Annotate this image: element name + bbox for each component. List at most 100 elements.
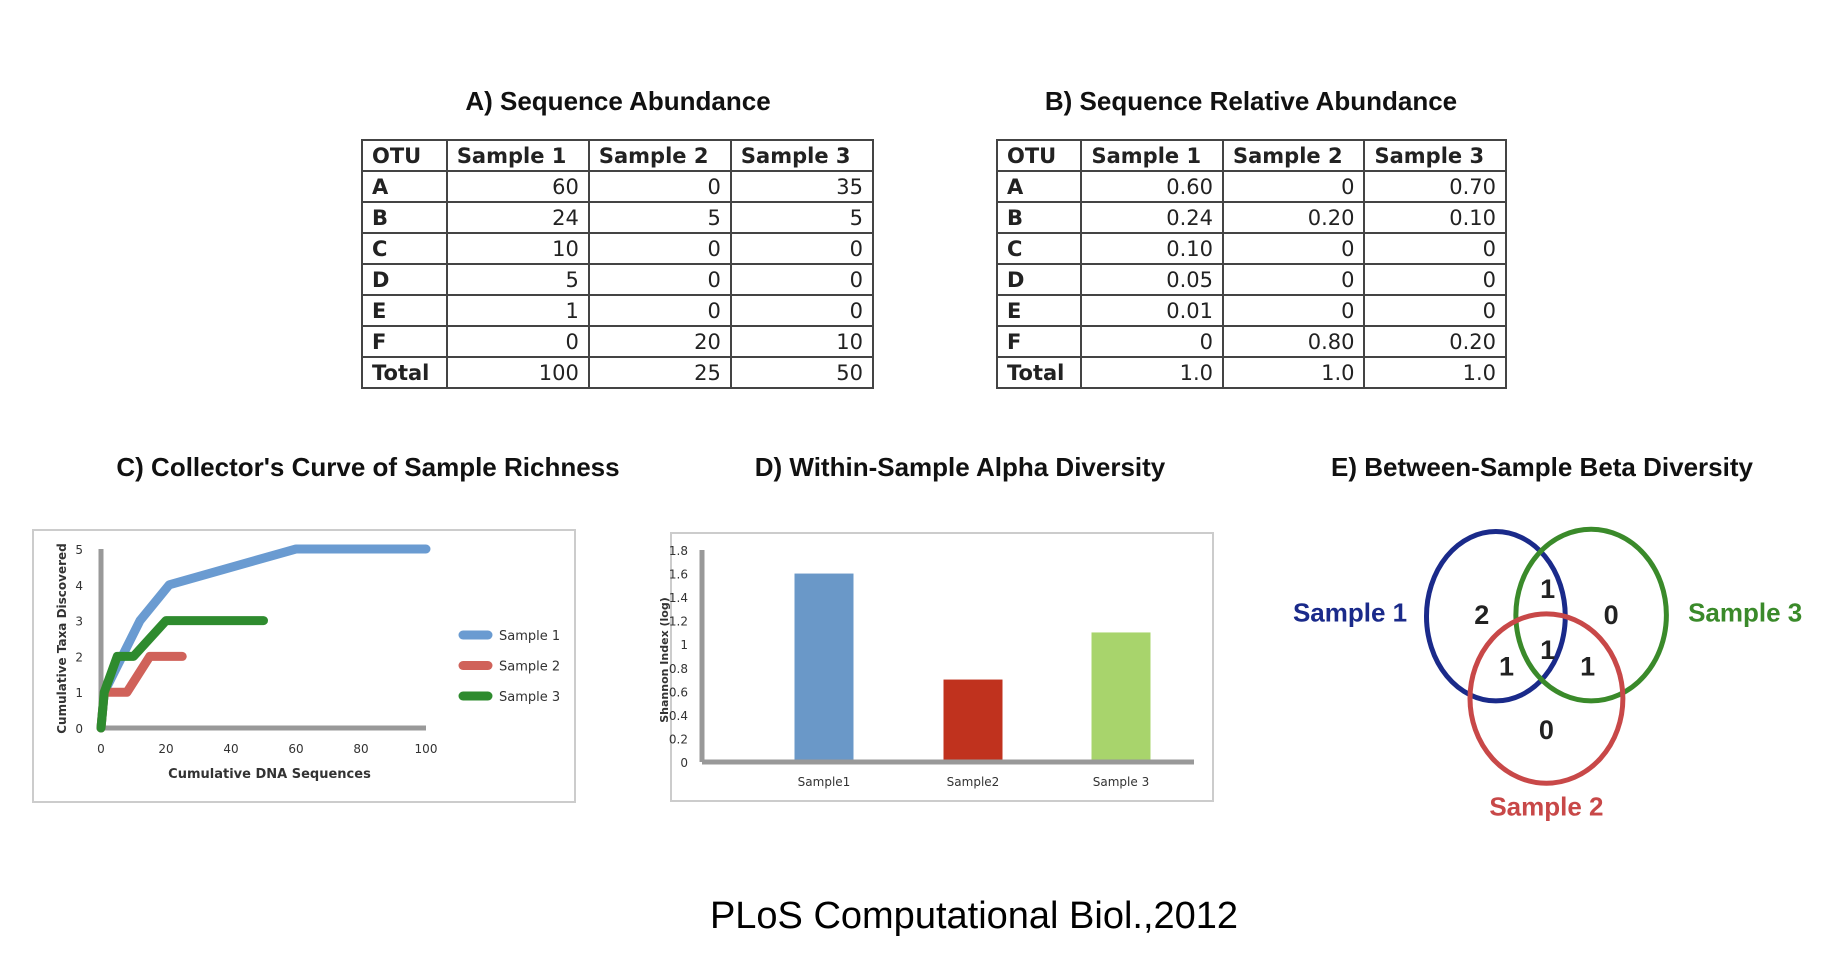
y-tick-label: 0.6 <box>669 685 688 699</box>
y-tick-label: 1 <box>680 638 688 652</box>
venn-circle-sample-3 <box>1513 526 1669 704</box>
x-tick-label: 80 <box>353 742 368 756</box>
value-cell: 0 <box>587 232 732 265</box>
bar-sample2 <box>943 679 1003 762</box>
legend-label: Sample 1 <box>499 629 560 644</box>
value-cell: 0 <box>587 263 732 296</box>
y-tick-label: 0 <box>680 756 688 770</box>
y-tick-label: 5 <box>75 543 83 557</box>
otu-cell: C <box>995 232 1083 265</box>
otu-cell: B <box>361 201 448 234</box>
venn-label: Sample 2 <box>1489 792 1603 822</box>
value-cell: 1.0 <box>1363 356 1507 389</box>
header-row: OTU Sample 1 Sample 2 Sample 3 <box>995 139 1507 172</box>
value-cell: 5 <box>587 201 732 234</box>
x-tick-label: 0 <box>97 742 105 756</box>
chart-c-title: C) Collector's Curve of Sample Richness <box>116 452 620 482</box>
table-row: E 0.01 0 0 <box>995 294 1507 327</box>
y-tick-label: 0.4 <box>669 709 688 723</box>
y-tick-label: 0 <box>75 722 83 736</box>
otu-cell: A <box>995 170 1083 203</box>
venn-label: Sample 1 <box>1293 598 1407 628</box>
value-cell: 0.20 <box>1221 201 1366 234</box>
otu-cell: E <box>995 294 1083 327</box>
table-row: B 0.24 0.20 0.10 <box>995 201 1507 234</box>
value-cell: 1 <box>445 294 590 327</box>
x-tick-label: Sample 3 <box>1093 775 1149 789</box>
legend-label: Sample 2 <box>499 660 560 675</box>
venn-count-s2-only: 0 <box>1539 715 1554 745</box>
value-cell: 0.01 <box>1080 294 1224 327</box>
y-tick-label: 1.8 <box>669 544 688 558</box>
table-row: A 60 0 35 <box>361 170 875 203</box>
value-cell: 0 <box>729 232 875 265</box>
otu-cell: Total <box>361 356 448 389</box>
value-cell: 1.0 <box>1080 356 1224 389</box>
venn-count-s1-s3: 1 <box>1540 574 1555 604</box>
otu-cell: D <box>361 263 448 296</box>
otu-cell: Total <box>995 356 1083 389</box>
chart-d-frame <box>670 532 1214 802</box>
column-header: Sample 2 <box>1221 139 1366 172</box>
x-tick-label: Sample2 <box>947 775 1000 789</box>
column-header: Sample 1 <box>1080 139 1224 172</box>
otu-cell: F <box>995 325 1083 358</box>
table-row: Total 1.0 1.0 1.0 <box>995 356 1507 389</box>
value-cell: 0.20 <box>1363 325 1507 358</box>
venn-title: E) Between-Sample Beta Diversity <box>1331 452 1753 482</box>
value-cell: 0.10 <box>1363 201 1507 234</box>
value-cell: 0 <box>1221 263 1366 296</box>
table-row: C 10 0 0 <box>361 232 875 265</box>
column-header: Sample 3 <box>729 139 875 172</box>
citation: PLoS Computational Biol.,2012 <box>709 895 1239 937</box>
value-cell: 0 <box>587 294 732 327</box>
otu-cell: C <box>361 232 448 265</box>
value-cell: 0 <box>1221 294 1366 327</box>
column-header: OTU <box>995 139 1083 172</box>
value-cell: 24 <box>445 201 590 234</box>
relative-abundance-table: OTU Sample 1 Sample 2 Sample 3 A 0.60 0 0.70 B 0.… <box>995 139 1507 389</box>
y-tick-label: 1.2 <box>669 615 688 629</box>
value-cell: 1.0 <box>1221 356 1366 389</box>
y-tick-label: 0.8 <box>669 662 688 676</box>
value-cell: 0 <box>1080 325 1224 358</box>
value-cell: 5 <box>445 263 590 296</box>
value-cell: 0.10 <box>1080 232 1224 265</box>
x-tick-label: 100 <box>415 742 438 756</box>
column-header: Sample 2 <box>587 139 732 172</box>
venn-circle-sample-2 <box>1467 611 1626 786</box>
header-row: OTU Sample 1 Sample 2 Sample 3 <box>361 139 875 172</box>
y-tick-label: 1.4 <box>669 591 688 605</box>
value-cell: 0 <box>445 325 590 358</box>
venn-label: Sample 3 <box>1688 598 1802 628</box>
column-header: Sample 1 <box>445 139 590 172</box>
column-header: Sample 3 <box>1363 139 1507 172</box>
x-tick-label: 40 <box>223 742 238 756</box>
value-cell: 100 <box>445 356 590 389</box>
table-a-title: A) Sequence Abundance <box>465 86 771 116</box>
value-cell: 10 <box>729 325 875 358</box>
y-axis-label: Shannon Index (log) <box>658 597 671 723</box>
table-row: C 0.10 0 0 <box>995 232 1507 265</box>
y-axis-label: Cumulative Taxa Discovered <box>55 543 69 734</box>
value-cell: 0 <box>1363 263 1507 296</box>
table-row: F 0 0.80 0.20 <box>995 325 1507 358</box>
venn-count-s2-s3: 1 <box>1580 652 1595 682</box>
column-header: OTU <box>361 139 448 172</box>
value-cell: 0 <box>1221 170 1366 203</box>
series-line-3 <box>96 616 268 733</box>
value-cell: 25 <box>587 356 732 389</box>
table-row: F 0 20 10 <box>361 325 875 358</box>
value-cell: 35 <box>729 170 875 203</box>
otu-cell: D <box>995 263 1083 296</box>
value-cell: 20 <box>587 325 732 358</box>
value-cell: 60 <box>445 170 590 203</box>
y-tick-label: 1.6 <box>669 568 688 582</box>
legend-label: Sample 3 <box>499 690 560 705</box>
value-cell: 0.70 <box>1363 170 1507 203</box>
venn-count-s1-s2: 1 <box>1499 652 1514 682</box>
